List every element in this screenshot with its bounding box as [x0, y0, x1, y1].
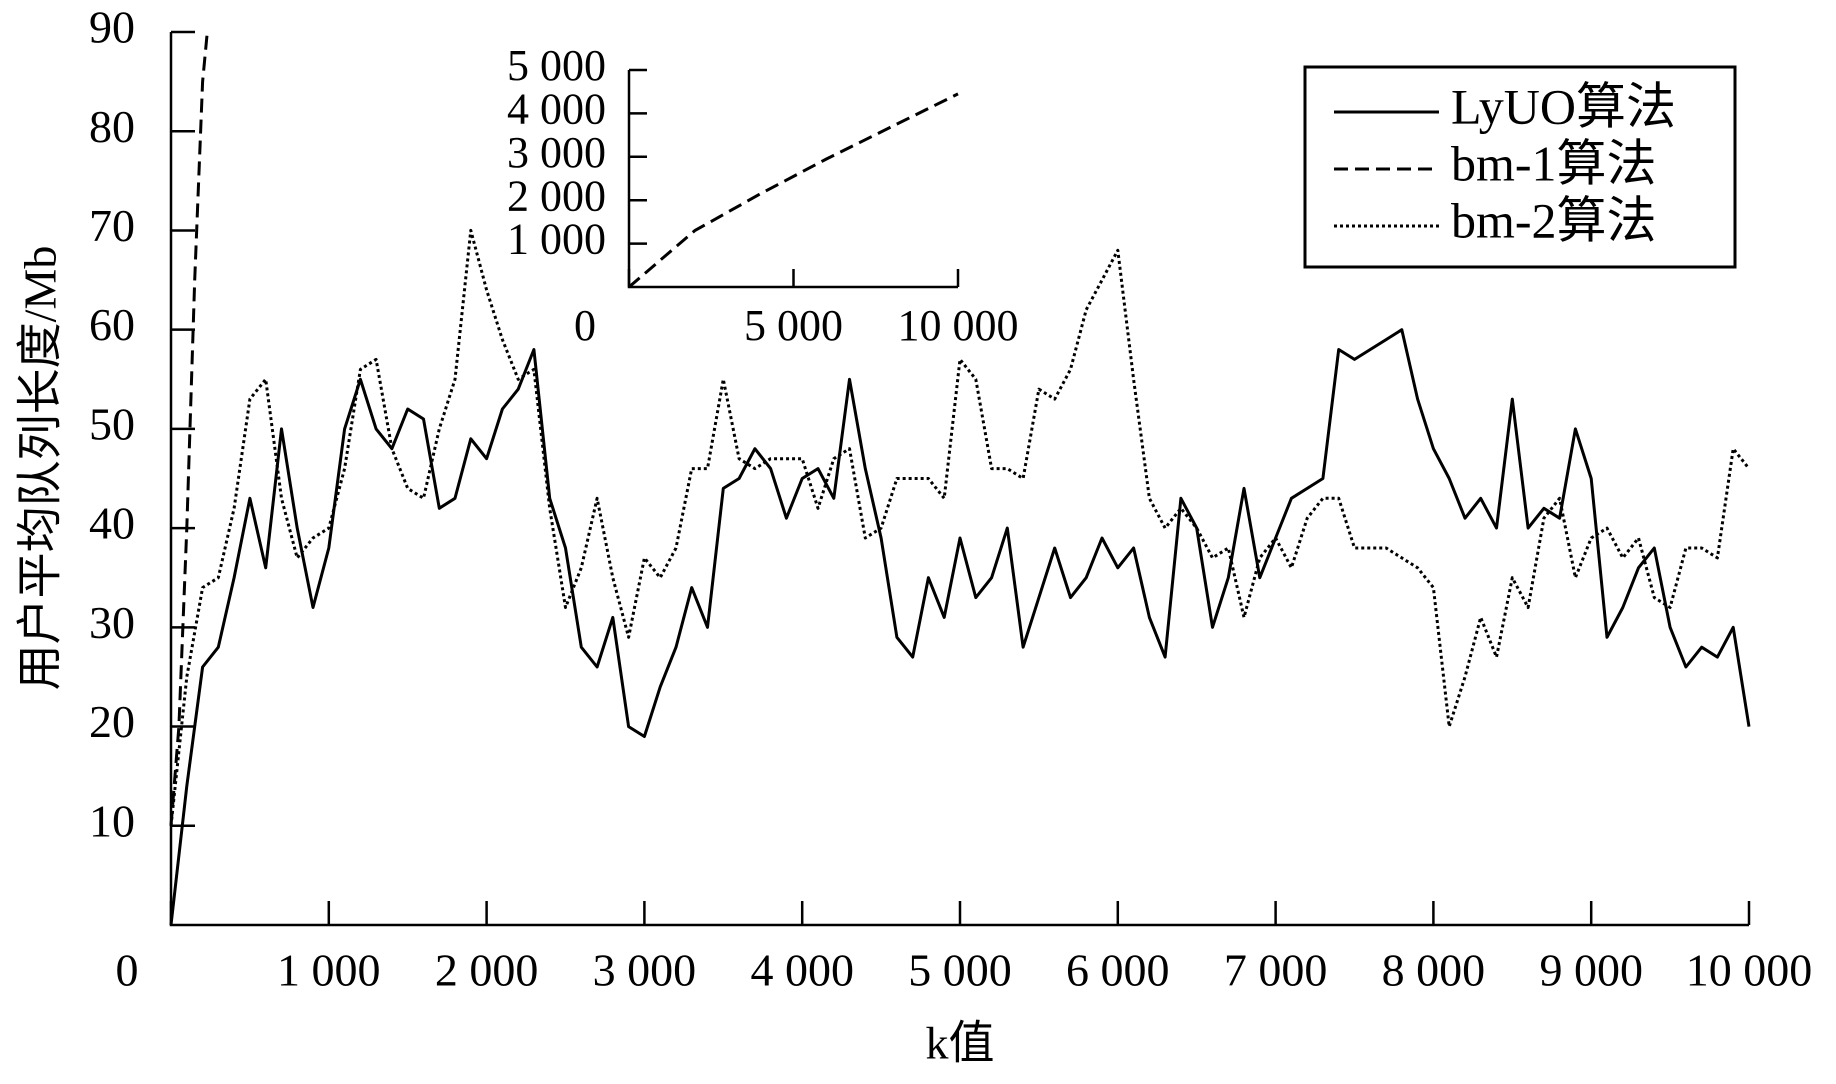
y-tick-label: 80 [89, 101, 135, 152]
x-tick-label: 5 000 [908, 945, 1012, 996]
x-tick-label: 0 [116, 945, 139, 996]
x-tick-label: 8 000 [1382, 945, 1486, 996]
y-tick-label: 20 [89, 696, 135, 747]
x-tick-label: 2 000 [435, 945, 539, 996]
legend-label: LyUO算法 [1451, 78, 1676, 134]
series-line [169, 328, 1751, 926]
x-tick-label: 7 000 [1224, 945, 1328, 996]
axis-line [627, 70, 958, 289]
x-tick-label: 4 000 [750, 945, 854, 996]
legend-label: bm-1算法 [1451, 135, 1657, 191]
y-tick-label: 5 000 [507, 41, 606, 90]
legend-label: bm-2算法 [1451, 192, 1657, 248]
y-tick-label: 90 [89, 2, 135, 53]
x-tick-label: 0 [574, 301, 596, 350]
y-tick-label: 40 [89, 498, 135, 549]
y-tick-label: 10 [89, 795, 135, 846]
y-tick-label: 30 [89, 597, 135, 648]
y-tick-label: 50 [89, 398, 135, 449]
y-axis-label: 用户平均队列长度/Mb [15, 246, 66, 691]
x-tick-label: 5 000 [744, 301, 843, 350]
x-tick-label: 3 000 [593, 945, 697, 996]
y-tick-label: 60 [89, 299, 135, 350]
x-tick-label: 9 000 [1539, 945, 1643, 996]
x-tick-label: 6 000 [1066, 945, 1170, 996]
y-tick-label: 70 [89, 200, 135, 251]
series-line [169, 228, 1751, 826]
x-tick-label: 1 000 [277, 945, 381, 996]
y-tick-label: 4 000 [507, 84, 606, 133]
y-tick-label: 2 000 [507, 171, 606, 220]
x-tick-label: 10 000 [1686, 945, 1813, 996]
series-line [628, 92, 959, 289]
series-line [169, 31, 209, 826]
y-tick-label: 3 000 [507, 128, 606, 177]
x-axis-label: k值 [926, 1018, 995, 1069]
y-tick-label: 1 000 [507, 215, 606, 264]
legend-box [1303, 65, 1737, 269]
x-tick-label: 10 000 [898, 301, 1019, 350]
